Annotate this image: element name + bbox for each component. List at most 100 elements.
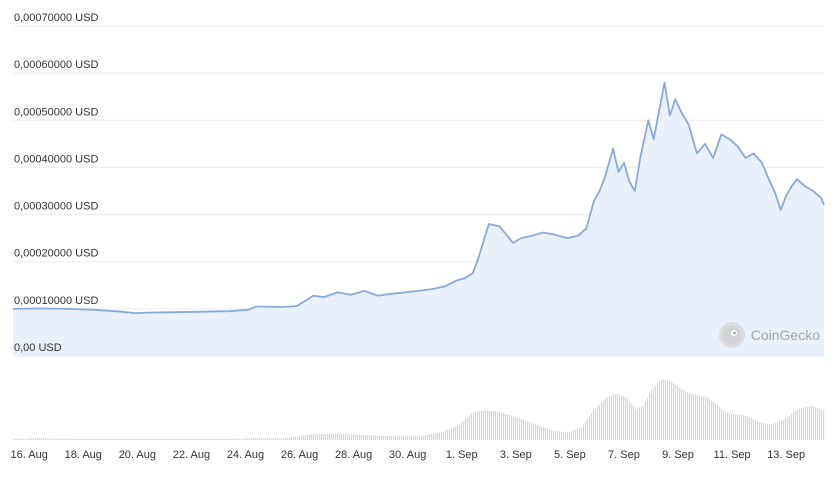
volume-bar [257, 438, 259, 440]
volume-bar [15, 438, 17, 440]
volume-bar [83, 438, 85, 440]
volume-bar [371, 435, 373, 440]
volume-bar [741, 414, 743, 440]
volume-bar [381, 435, 383, 440]
volume-bar [635, 408, 637, 440]
volume-bar [141, 438, 143, 440]
volume-bar [37, 438, 39, 440]
volume-bar [819, 408, 821, 440]
volume-bar [353, 434, 355, 440]
volume-bar [187, 438, 189, 440]
volume-bar [615, 393, 617, 440]
volume-bar [623, 396, 625, 440]
volume-bar [407, 436, 409, 440]
volume-bar [149, 438, 151, 440]
volume-bar [781, 420, 783, 440]
volume-bar [445, 430, 447, 440]
volume-bar [333, 433, 335, 440]
volume-bar [313, 434, 315, 440]
volume-bar [201, 438, 203, 440]
volume-bar [405, 436, 407, 440]
volume-bar [129, 438, 131, 440]
volume-bar [403, 436, 405, 440]
volume-bar [133, 438, 135, 440]
volume-bar [663, 379, 665, 440]
volume-bar [57, 438, 59, 440]
volume-bar [73, 438, 75, 440]
volume-bar [305, 435, 307, 440]
volume-bar [165, 438, 167, 440]
volume-bar [779, 421, 781, 440]
volume-bar [649, 394, 651, 440]
volume-bar [537, 425, 539, 440]
volume-bar [545, 427, 547, 440]
volume-bar [69, 438, 71, 440]
volume-bar [555, 430, 557, 440]
volume-bar [93, 438, 95, 440]
volume-bar [639, 407, 641, 440]
volume-bar [355, 434, 357, 440]
volume-bar [703, 396, 705, 440]
volume-bar [33, 438, 35, 440]
volume-bar [189, 438, 191, 440]
volume-bar [645, 401, 647, 440]
volume-bar [715, 403, 717, 440]
y-tick-label: 0,00040000 USD [14, 153, 98, 165]
volume-bar [487, 410, 489, 440]
volume-bar [85, 438, 87, 440]
volume-bar [799, 408, 801, 440]
volume-bar [211, 438, 213, 440]
volume-bar [747, 416, 749, 440]
volume-bar [513, 416, 515, 440]
volume-bar [317, 434, 319, 440]
volume-bar [143, 438, 145, 440]
volume-bar [329, 433, 331, 440]
x-tick-label: 24. Aug [227, 449, 264, 461]
volume-bar [589, 416, 591, 440]
x-axis: 16. Aug 18. Aug 20. Aug 22. Aug 24. Aug 26. A… [11, 449, 806, 461]
volume-bar [23, 438, 25, 440]
volume-bar [335, 433, 337, 440]
y-axis: 0,00 USD 0,00010000 USD 0,00020000 USD 0,00… [14, 12, 98, 354]
volume-bar [103, 438, 105, 440]
volume-bar [319, 434, 321, 440]
volume-bar [177, 438, 179, 440]
volume-bar [389, 436, 391, 440]
volume-bar [793, 412, 795, 440]
volume-bar [327, 434, 329, 440]
volume-bar [685, 391, 687, 440]
volume-bar [67, 438, 69, 440]
volume-bar [705, 396, 707, 440]
volume-bar [171, 438, 173, 440]
volume-bar [683, 390, 685, 440]
volume-bar [221, 438, 223, 440]
volume-bar [145, 438, 147, 440]
volume-bar [559, 431, 561, 440]
volume-bar [733, 414, 735, 440]
volume-bar [769, 424, 771, 440]
volume-bar [571, 431, 573, 440]
volume-bar [281, 438, 283, 440]
volume-bar [345, 434, 347, 440]
volume-bar [595, 408, 597, 440]
x-tick-label: 1. Sep [446, 449, 478, 461]
volume-bar [583, 424, 585, 440]
x-tick-label: 13. Sep [767, 449, 805, 461]
volume-bar [669, 380, 671, 440]
volume-bar [179, 438, 181, 440]
volume-bar [383, 435, 385, 440]
volume-bar [791, 413, 793, 440]
volume-bar [135, 438, 137, 440]
volume-bar [655, 386, 657, 440]
volume-bar [409, 436, 411, 440]
volume-bar [195, 438, 197, 440]
volume-bar [229, 438, 231, 440]
volume-bar [647, 398, 649, 440]
volume-bar [47, 438, 49, 440]
volume-bar [39, 438, 41, 440]
volume-bar [19, 438, 21, 440]
volume-bar [613, 394, 615, 440]
volume-bar [105, 438, 107, 440]
volume-bar [365, 435, 367, 440]
volume-bar [119, 438, 121, 440]
